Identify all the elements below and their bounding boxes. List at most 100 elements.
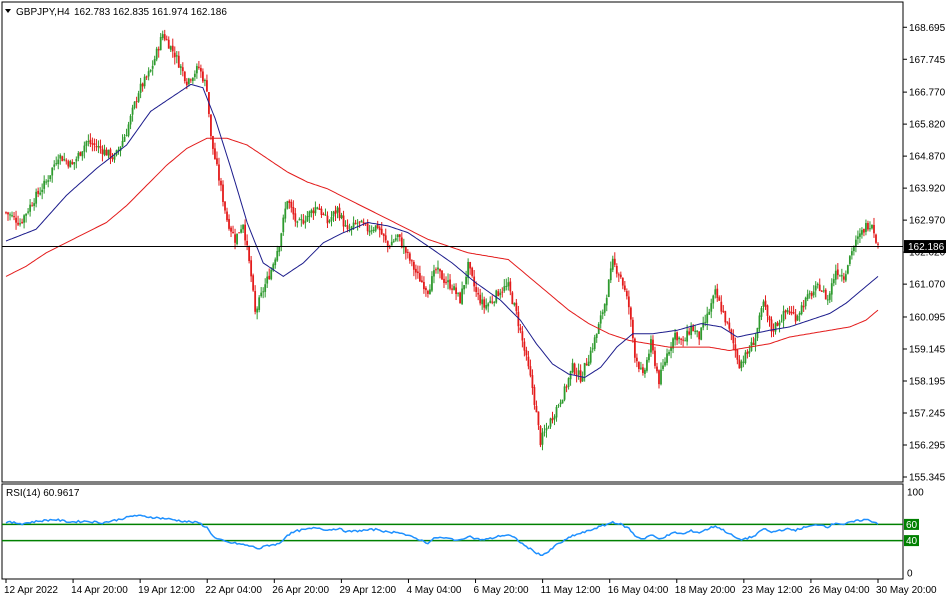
candle-body — [859, 233, 861, 237]
price-tick-label: 162.020 — [909, 248, 946, 259]
candle-body — [455, 287, 457, 294]
candle-body — [814, 285, 817, 291]
candle-body — [732, 334, 735, 344]
candle-body — [595, 333, 598, 338]
candle-body — [523, 341, 526, 351]
candle-body — [437, 267, 439, 270]
candle-body — [135, 101, 138, 103]
candle-body — [559, 402, 562, 405]
candle-body — [451, 288, 453, 290]
candle-body — [766, 305, 769, 316]
candle-body — [798, 312, 801, 315]
candle-body — [790, 312, 793, 314]
candle-body — [469, 262, 472, 269]
rsi-tick-label: 40 — [906, 536, 918, 547]
candle-body — [682, 339, 685, 341]
candle-body — [294, 213, 297, 222]
candle-body — [390, 241, 393, 246]
candle-body — [646, 359, 648, 371]
candle-body — [529, 366, 532, 376]
candle-body — [869, 228, 871, 230]
candle-body — [471, 267, 474, 276]
candle-body — [680, 338, 682, 340]
candle-body — [477, 293, 480, 295]
candle-body — [740, 361, 743, 368]
candle-body — [382, 233, 385, 236]
candle-body — [165, 39, 168, 41]
axis-labels-layer: 168.695 167.745 166.770 165.820 164.870 163.9… — [4, 23, 946, 596]
candle-body — [666, 353, 668, 363]
candle-body — [648, 353, 650, 361]
candle-body — [489, 300, 492, 303]
candle-body — [589, 350, 592, 363]
candle-body — [195, 66, 198, 74]
candle-body — [5, 212, 7, 214]
candle-body — [778, 322, 781, 326]
slow-moving-average-line — [5, 137, 879, 352]
candle-body — [511, 292, 514, 304]
candle-body — [633, 338, 636, 358]
candle-body — [654, 350, 656, 366]
current-price-box — [904, 240, 946, 254]
candle-body — [826, 299, 829, 301]
candle-body — [722, 310, 725, 312]
time-tick-label: 30 May 20:00 — [876, 585, 937, 596]
candle-body — [157, 49, 160, 51]
candle-body — [812, 291, 815, 296]
price-tick-label: 160.095 — [909, 312, 946, 323]
candle-body — [557, 405, 560, 407]
candle-body — [238, 232, 240, 234]
candle-body — [808, 293, 811, 295]
candle-body — [39, 192, 42, 195]
candle-body — [461, 288, 463, 304]
candle-body — [752, 343, 755, 346]
price-tick-label: 162.970 — [909, 216, 946, 227]
candle-body — [513, 303, 516, 305]
main-plot-frame — [1, 1, 904, 483]
candle-body — [374, 225, 377, 231]
candle-body — [573, 363, 576, 375]
candle-body — [179, 66, 182, 68]
candle-body — [87, 141, 90, 143]
candle-body — [103, 149, 106, 155]
candle-body — [607, 279, 610, 297]
candle-body — [256, 308, 259, 313]
candle-body — [453, 286, 455, 290]
candle-body — [91, 143, 94, 145]
candle-body — [368, 230, 371, 233]
price-tick-label: 159.145 — [909, 344, 946, 355]
candle-body — [714, 289, 717, 295]
candle-body — [234, 234, 236, 243]
candle-body — [613, 258, 616, 265]
candle-body — [55, 163, 58, 165]
candle-body — [623, 285, 626, 291]
candle-body — [197, 66, 200, 68]
candle-body — [125, 135, 128, 137]
candle-body — [378, 227, 381, 231]
candle-body — [340, 215, 343, 219]
rsi-plot-frame — [1, 483, 904, 580]
candle-body — [479, 294, 482, 304]
price-tick-label: 168.695 — [909, 23, 946, 34]
candle-body — [296, 221, 299, 223]
candle-body — [167, 39, 170, 49]
candle-body — [222, 184, 224, 203]
candle-body — [149, 69, 152, 72]
candle-body — [260, 292, 263, 297]
candle-body — [828, 293, 831, 300]
candle-body — [282, 217, 285, 233]
candle-body — [467, 261, 470, 278]
candle-body — [640, 367, 642, 369]
candle-body — [187, 78, 190, 84]
dropdown-triangle-icon[interactable] — [5, 9, 11, 13]
candle-body — [873, 224, 875, 234]
candle-body — [609, 268, 612, 281]
candle-body — [674, 332, 676, 340]
candle-body — [7, 212, 9, 215]
candle-body — [161, 34, 164, 38]
candle-body — [449, 279, 451, 289]
candle-body — [475, 287, 478, 293]
candle-body — [392, 240, 395, 242]
candle-body — [224, 201, 226, 211]
candle-body — [59, 155, 62, 159]
